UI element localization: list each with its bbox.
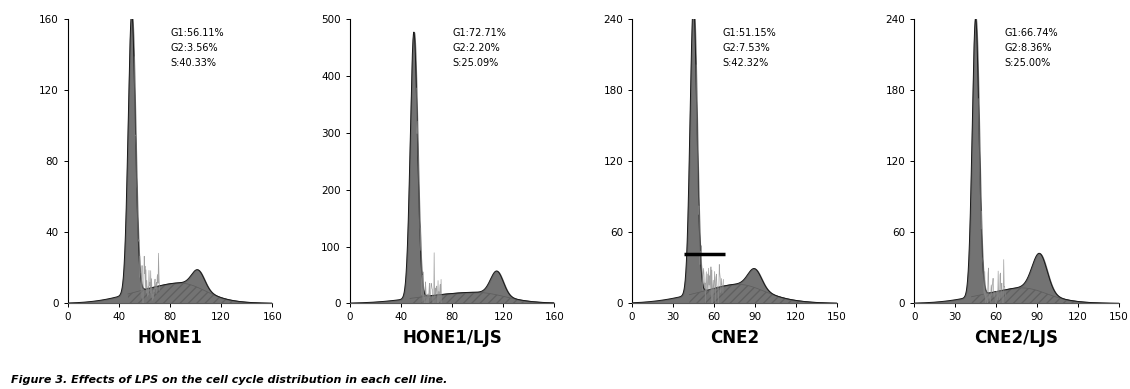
Text: G1:56.11%
G2:3.56%
S:40.33%: G1:56.11% G2:3.56% S:40.33% [170,28,224,68]
X-axis label: HONE1: HONE1 [138,329,202,347]
X-axis label: HONE1/LJS: HONE1/LJS [402,329,502,347]
Text: Figure 3. Effects of LPS on the cell cycle distribution in each cell line.: Figure 3. Effects of LPS on the cell cyc… [11,375,447,385]
X-axis label: CNE2: CNE2 [710,329,759,347]
X-axis label: CNE2/LJS: CNE2/LJS [974,329,1059,347]
Text: G1:66.74%
G2:8.36%
S:25.00%: G1:66.74% G2:8.36% S:25.00% [1005,28,1058,68]
Text: G1:51.15%
G2:7.53%
S:42.32%: G1:51.15% G2:7.53% S:42.32% [722,28,776,68]
Text: G1:72.71%
G2:2.20%
S:25.09%: G1:72.71% G2:2.20% S:25.09% [452,28,506,68]
